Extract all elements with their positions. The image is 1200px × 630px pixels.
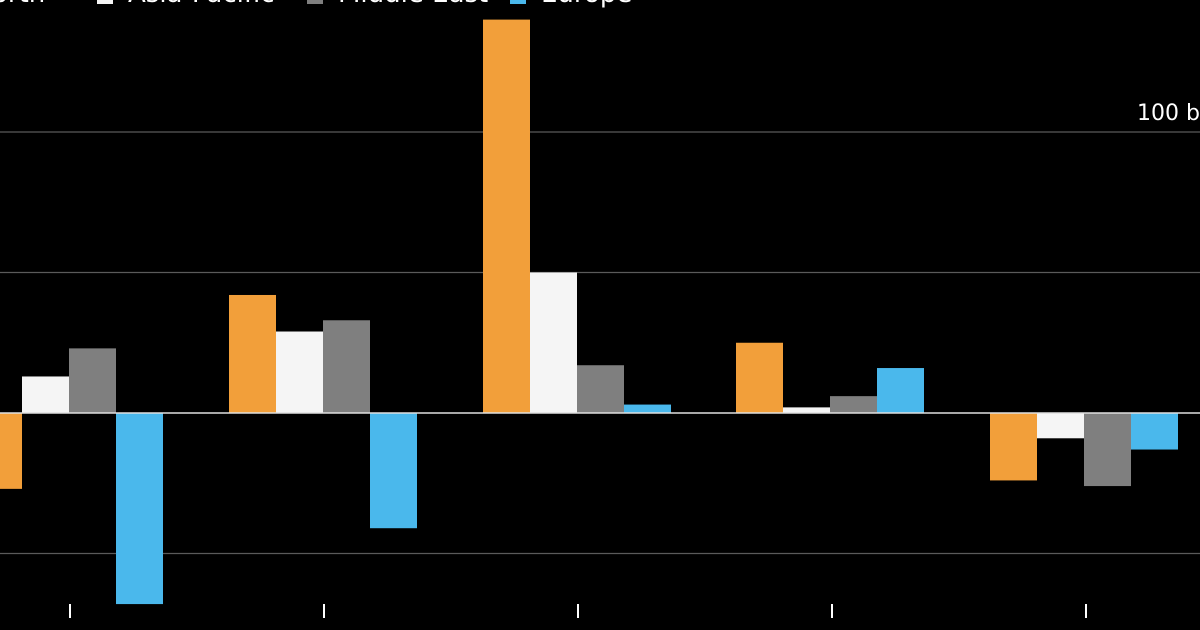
legend-label: Middle East — [338, 0, 488, 9]
bar-north-america — [229, 294, 276, 413]
bar-middle-east — [830, 396, 877, 413]
bar-asia-pacific — [530, 272, 577, 413]
bar-north-america — [483, 19, 530, 413]
legend-label: orth — [0, 0, 45, 9]
legend: orth Asia-Pacific Middle East Europe — [0, 0, 632, 9]
gridlines — [0, 131, 1200, 555]
bar-asia-pacific — [1037, 413, 1084, 439]
bar-asia-pacific — [276, 331, 323, 413]
bar-europe — [370, 413, 417, 529]
bar-europe — [877, 368, 924, 413]
bar-north-america — [990, 413, 1037, 481]
legend-label: Asia-Pacific — [128, 0, 275, 9]
y-axis-labels: 100 b — [1137, 101, 1200, 126]
bar-europe — [1131, 413, 1178, 450]
bar-middle-east — [323, 320, 370, 413]
bar-middle-east — [577, 365, 624, 413]
bar-north-america — [736, 342, 783, 413]
bar-middle-east — [69, 348, 116, 413]
bar-europe — [624, 404, 671, 413]
bars — [0, 19, 1178, 605]
legend-swatch — [307, 0, 323, 4]
legend-swatch — [97, 0, 113, 4]
legend-swatch — [510, 0, 526, 4]
bar-asia-pacific — [783, 407, 830, 413]
bar-north-america — [0, 413, 22, 489]
y-tick-label: 100 b — [1137, 101, 1200, 126]
x-axis-ticks — [69, 604, 1087, 618]
bar-asia-pacific — [22, 376, 69, 413]
legend-label: Europe — [541, 0, 632, 9]
bar-middle-east — [1084, 413, 1131, 487]
bar-europe — [116, 413, 163, 605]
